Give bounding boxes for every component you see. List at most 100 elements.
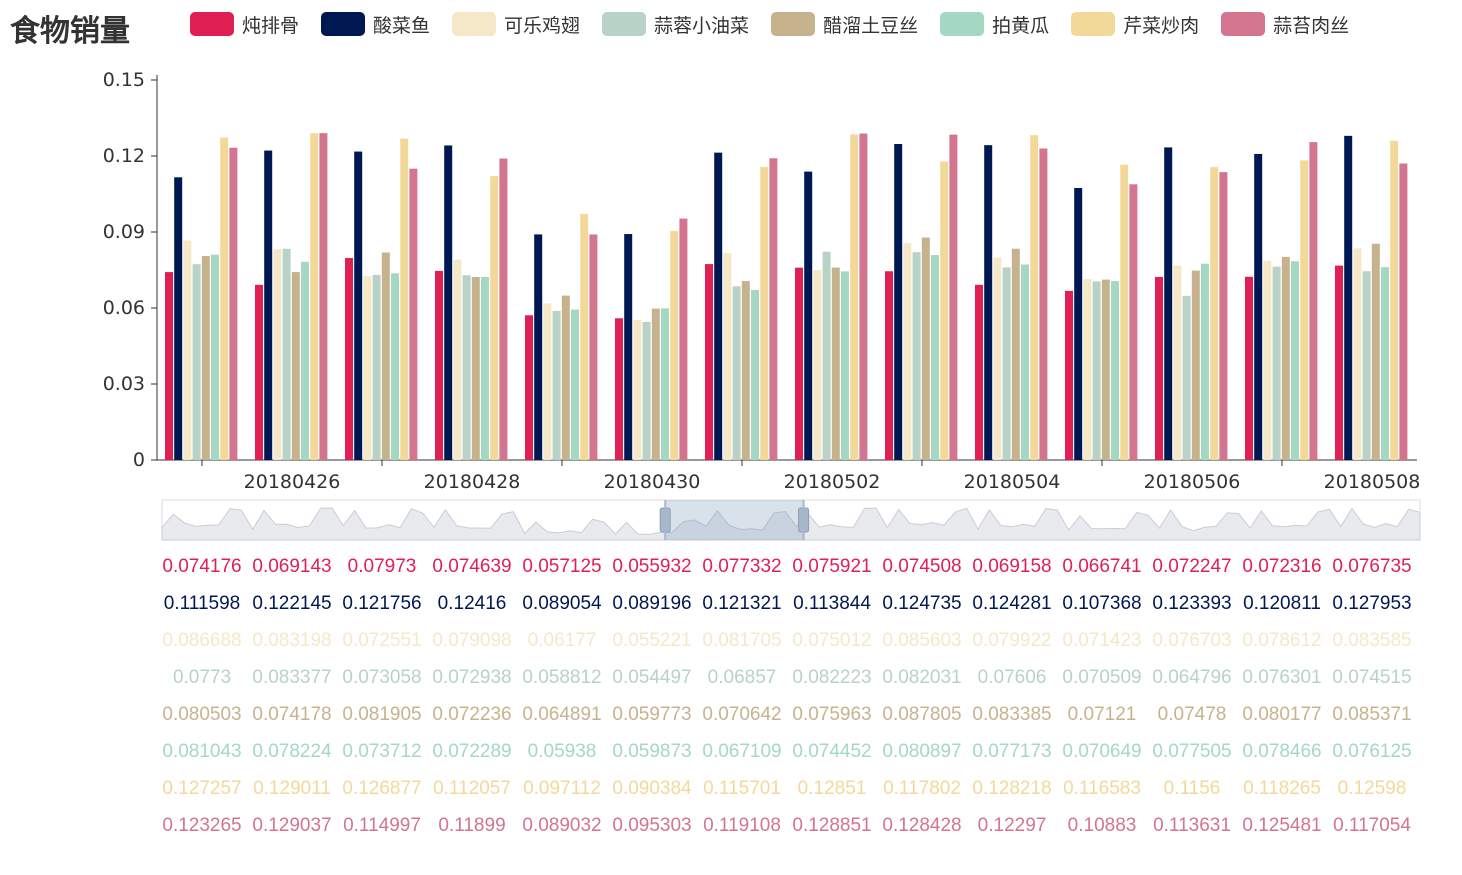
bar[interactable] (1074, 188, 1083, 460)
bar[interactable] (1371, 243, 1380, 460)
bar[interactable] (453, 259, 462, 460)
bar[interactable] (1210, 167, 1219, 460)
bar[interactable] (264, 150, 273, 461)
bar[interactable] (1245, 276, 1253, 460)
bar[interactable] (894, 144, 903, 460)
bar[interactable] (1120, 164, 1129, 460)
bar[interactable] (534, 234, 543, 460)
bar[interactable] (1381, 267, 1389, 460)
bar[interactable] (633, 320, 642, 460)
bar[interactable] (732, 286, 741, 460)
bar[interactable] (741, 281, 750, 460)
bar[interactable] (291, 272, 300, 460)
bar[interactable] (1039, 148, 1048, 460)
bar[interactable] (1353, 248, 1362, 460)
bar[interactable] (552, 311, 561, 460)
bar[interactable] (220, 137, 229, 460)
bar[interactable] (310, 133, 319, 461)
legend-item[interactable]: 酸菜鱼 (321, 10, 430, 38)
bar[interactable] (615, 318, 623, 460)
bar[interactable] (319, 133, 328, 460)
bar[interactable] (1263, 260, 1272, 460)
bar[interactable] (705, 264, 713, 460)
bar[interactable] (1344, 135, 1353, 460)
bar[interactable] (795, 267, 803, 460)
bar[interactable] (1011, 248, 1020, 460)
bar[interactable] (1129, 184, 1138, 460)
bar[interactable] (561, 295, 570, 460)
bar[interactable] (1191, 270, 1200, 460)
legend-item[interactable]: 醋溜土豆丝 (771, 10, 918, 38)
bar[interactable] (1300, 160, 1309, 461)
bar[interactable] (1390, 140, 1399, 461)
bar[interactable] (201, 256, 210, 460)
legend-item[interactable]: 可乐鸡翅 (452, 10, 580, 38)
bar[interactable] (661, 308, 669, 460)
bar[interactable] (642, 321, 651, 460)
bar[interactable] (1201, 263, 1209, 460)
bar[interactable] (1362, 271, 1371, 460)
bar[interactable] (400, 138, 409, 461)
bar[interactable] (760, 166, 769, 460)
bar[interactable] (651, 308, 660, 460)
bar[interactable] (1092, 281, 1101, 460)
bar[interactable] (499, 158, 508, 461)
bar[interactable] (165, 272, 173, 460)
bar[interactable] (949, 134, 958, 461)
bar[interactable] (571, 309, 579, 460)
bar[interactable] (1021, 264, 1029, 460)
bar[interactable] (850, 134, 859, 460)
bar[interactable] (444, 145, 453, 460)
bar[interactable] (580, 213, 589, 460)
bar[interactable] (211, 254, 219, 460)
bar[interactable] (1164, 147, 1173, 460)
bar[interactable] (670, 231, 679, 460)
bar[interactable] (1065, 290, 1073, 460)
bar[interactable] (921, 237, 930, 460)
bar[interactable] (912, 252, 921, 460)
bar[interactable] (1182, 295, 1191, 460)
legend-item[interactable]: 炖排骨 (190, 10, 299, 38)
bar[interactable] (174, 177, 183, 460)
bar[interactable] (391, 273, 399, 460)
bar[interactable] (1254, 153, 1263, 460)
bar[interactable] (345, 258, 353, 460)
bar[interactable] (975, 284, 983, 460)
bar[interactable] (543, 303, 552, 460)
bar[interactable] (714, 152, 723, 460)
bar[interactable] (885, 271, 893, 460)
bar[interactable] (984, 145, 993, 461)
bar[interactable] (1399, 163, 1408, 460)
bar[interactable] (481, 276, 489, 460)
legend-item[interactable]: 芹菜炒肉 (1071, 10, 1199, 38)
bar[interactable] (1219, 172, 1228, 460)
datazoom-window[interactable] (665, 500, 804, 540)
bar[interactable] (822, 251, 831, 460)
bar[interactable] (723, 253, 732, 460)
legend-item[interactable]: 蒜苔肉丝 (1221, 10, 1349, 38)
bar[interactable] (1002, 267, 1011, 460)
bar[interactable] (993, 257, 1002, 460)
bar[interactable] (1083, 279, 1092, 460)
bar[interactable] (229, 147, 238, 460)
legend-item[interactable]: 蒜蓉小油菜 (602, 10, 749, 38)
bar[interactable] (435, 270, 443, 460)
bar[interactable] (363, 276, 372, 460)
bar[interactable] (831, 267, 840, 460)
bar[interactable] (273, 249, 282, 460)
bar[interactable] (525, 315, 533, 460)
bar[interactable] (1030, 135, 1039, 460)
bar[interactable] (1291, 261, 1299, 460)
bar[interactable] (1309, 142, 1318, 460)
bar[interactable] (769, 158, 778, 460)
bar[interactable] (859, 133, 868, 461)
bar[interactable] (1335, 265, 1343, 460)
bar[interactable] (354, 151, 363, 461)
bar[interactable] (192, 264, 201, 460)
bar[interactable] (301, 261, 309, 460)
bar[interactable] (589, 234, 598, 460)
bar[interactable] (490, 176, 499, 461)
bar[interactable] (1101, 279, 1110, 460)
bar[interactable] (813, 269, 822, 460)
bar[interactable] (1155, 276, 1163, 460)
